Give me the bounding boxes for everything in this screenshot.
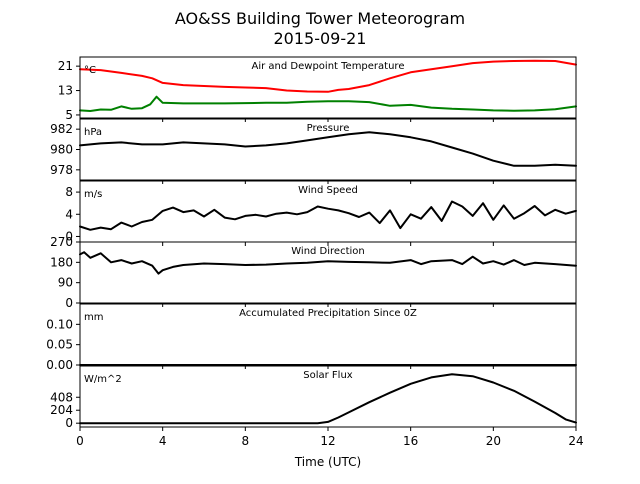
panel-2: 978 980 982 Pressure hPa (50, 118, 577, 184)
panel-3-ytick-label: 0 (65, 229, 73, 243)
panel-5: 0.00 0.05 0.10 Accumulated Precipitation Si… (46, 303, 577, 372)
panel-2-title: Pressure (307, 123, 350, 134)
panel-4-ytick-label: 180 (50, 255, 73, 269)
panel-2-unit: hPa (84, 127, 102, 138)
panel-5-title: Accumulated Precipitation Since 0Z (239, 308, 417, 319)
panel-1: 5 13 21 Air and Dewpoint Temperature °C (58, 56, 577, 122)
panel-6-ytick-label: 0 (65, 416, 73, 430)
panel-1-ytick-label: 13 (58, 84, 73, 98)
panel-5-ytick-label: 0.05 (46, 338, 73, 352)
panel-3-ytick-label: 4 (65, 207, 73, 221)
panel-4-ytick-label: 0 (65, 296, 73, 310)
panel-1-title: Air and Dewpoint Temperature (252, 61, 405, 72)
figure-title-line2: 2015-09-21 (274, 29, 367, 48)
panel-1-unit: °C (84, 65, 96, 76)
x-tick-label: 24 (568, 434, 583, 448)
panel-4-series-1-line (79, 251, 577, 275)
panel-5-ytick-label: 0.00 (46, 358, 73, 372)
x-tick-label: 16 (403, 434, 418, 448)
panels-group: 5 13 21 Air and Dewpoint Temperature °C 978 98… (46, 56, 577, 431)
panel-1-ytick-label: 5 (65, 108, 73, 122)
panel-6-series-1-line (79, 373, 577, 425)
x-tick-label: 0 (76, 434, 84, 448)
x-tick-label: 4 (159, 434, 167, 448)
panel-5-unit: mm (84, 312, 103, 323)
panel-3-ytick-label: 8 (65, 185, 73, 199)
panel-2-series-1-line (79, 131, 577, 167)
panel-6-unit: W/m^2 (84, 374, 122, 385)
panel-3-title: Wind Speed (298, 185, 358, 196)
figure-title-line1: AO&SS Building Tower Meteorogram (175, 9, 465, 28)
panel-3: 0 4 8 Wind Speed m/s (65, 180, 577, 246)
panel-6-ytick-label: 408 (50, 390, 73, 404)
x-tick-label: 20 (486, 434, 501, 448)
x-tick-label: 12 (320, 434, 335, 448)
panel-4: 0 90 180 270 Wind Direction (50, 235, 577, 310)
panel-3-series-1-line (79, 200, 577, 231)
panel-1-ytick-label: 21 (58, 59, 73, 73)
x-tick-label: 8 (242, 434, 250, 448)
panel-2-ytick-label: 980 (50, 143, 73, 157)
panel-4-ytick-label: 270 (50, 235, 73, 249)
panel-3-unit: m/s (84, 189, 102, 200)
panel-4-title: Wind Direction (291, 246, 365, 257)
panel-1-series-1-line (79, 59, 577, 93)
panel-2-ytick-label: 982 (50, 122, 73, 136)
x-axis: 0 4 8 12 16 20 24 (76, 434, 583, 448)
panel-5-ytick-label: 0.10 (46, 317, 73, 331)
panel-2-ytick-label: 978 (50, 163, 73, 177)
panel-6-ytick-label: 204 (50, 403, 73, 417)
panel-6-title: Solar Flux (303, 370, 353, 381)
x-axis-label: Time (UTC) (294, 455, 361, 469)
panel-4-ytick-label: 90 (58, 276, 73, 290)
panel-1-series-2-line (79, 95, 577, 112)
